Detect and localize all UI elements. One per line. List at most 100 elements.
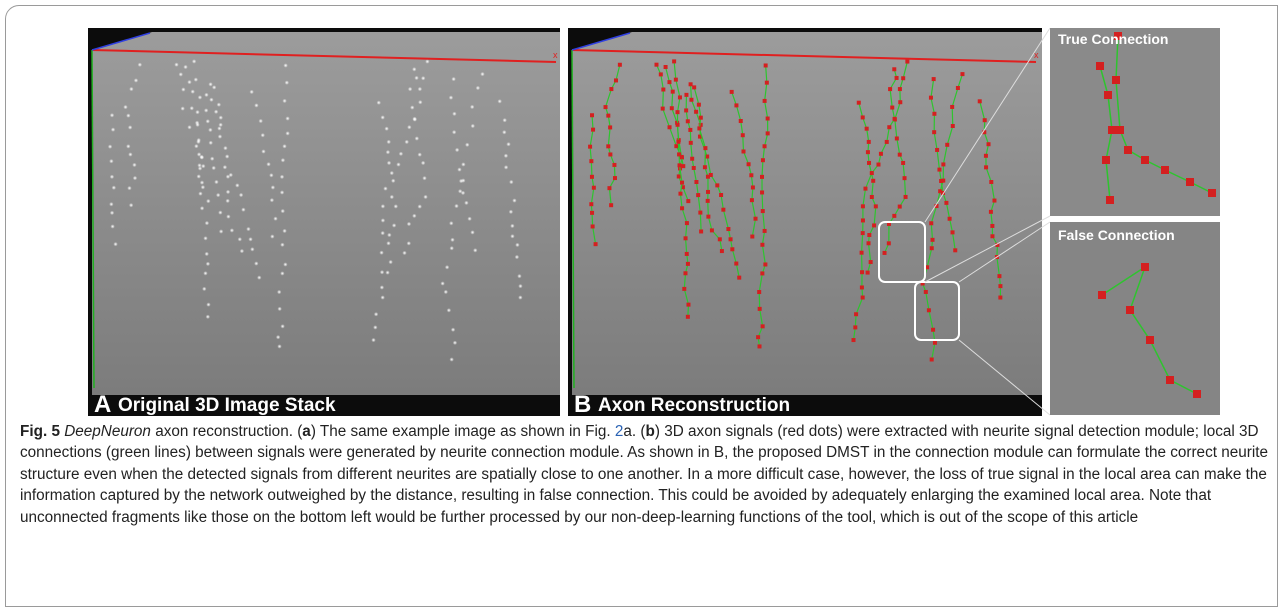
signal [380,270,384,274]
signal [741,133,745,137]
signal [282,229,286,233]
signal [280,324,284,328]
signal [686,303,690,307]
signal [1116,126,1124,134]
signal [390,195,394,199]
signal [729,237,733,241]
signal [670,106,674,110]
signal [418,152,422,156]
signal [444,290,448,294]
signal [254,261,258,265]
signal [183,65,187,69]
signal [756,335,760,339]
signal [205,252,209,256]
signal [282,99,286,103]
signal [590,211,594,215]
signal [937,168,941,172]
signal [423,195,427,199]
signal [280,271,284,275]
signal [750,235,754,239]
signal [277,344,281,348]
signal [407,241,411,245]
signal [721,208,725,212]
signal [225,199,229,203]
signal [984,165,988,169]
signal [682,287,686,291]
signal [449,221,453,225]
signal [1193,390,1201,398]
signal [206,119,210,123]
signal [202,287,206,291]
panel-b-stack [572,32,1042,395]
signal [609,87,613,91]
signal [655,63,659,67]
signal [281,158,285,162]
signal [606,114,610,118]
signal [197,163,201,167]
signal [281,209,285,213]
signal [200,206,204,210]
signal [951,124,955,128]
signal [471,124,475,128]
signal [283,262,287,266]
signal [257,275,261,279]
signal [685,221,689,225]
signal [371,338,375,342]
signal [179,72,183,76]
signal [418,87,422,91]
signal [730,90,734,94]
signal [760,271,764,275]
signal [686,262,690,266]
signal [285,80,289,84]
signal [853,325,857,329]
signal [904,195,908,199]
signal [710,228,714,232]
signal [989,210,993,214]
signal [271,185,275,189]
signal [1102,156,1110,164]
signal [380,295,384,299]
signal [1141,263,1149,271]
signal [933,341,937,345]
signal [867,140,871,144]
signal [876,163,880,167]
signal [461,162,465,166]
signal [226,214,230,218]
signal [473,248,477,252]
signal [451,328,455,332]
signal [870,171,874,175]
signal [282,144,286,148]
signal [187,125,191,129]
signal [410,105,414,109]
signal [216,193,220,197]
signal [208,82,212,86]
signal [465,143,469,147]
signal [518,295,522,299]
signal [412,67,416,71]
signal [206,199,210,203]
signal [734,103,738,107]
signal [883,251,887,255]
signal [249,90,253,94]
signal [445,265,449,269]
signal [449,95,453,99]
signal [425,59,429,63]
signal [204,93,208,97]
signal [418,100,422,104]
signal [898,153,902,157]
signal [852,338,856,342]
signal [898,205,902,209]
signal [760,175,764,179]
signal [452,130,456,134]
signal [892,67,896,71]
signal [888,87,892,91]
signal [1124,146,1132,154]
signal [680,206,684,210]
signal [270,198,274,202]
signal [761,324,765,328]
signal [661,107,665,111]
signal [241,207,245,211]
signal [892,214,896,218]
signal [990,234,994,238]
signal [930,358,934,362]
